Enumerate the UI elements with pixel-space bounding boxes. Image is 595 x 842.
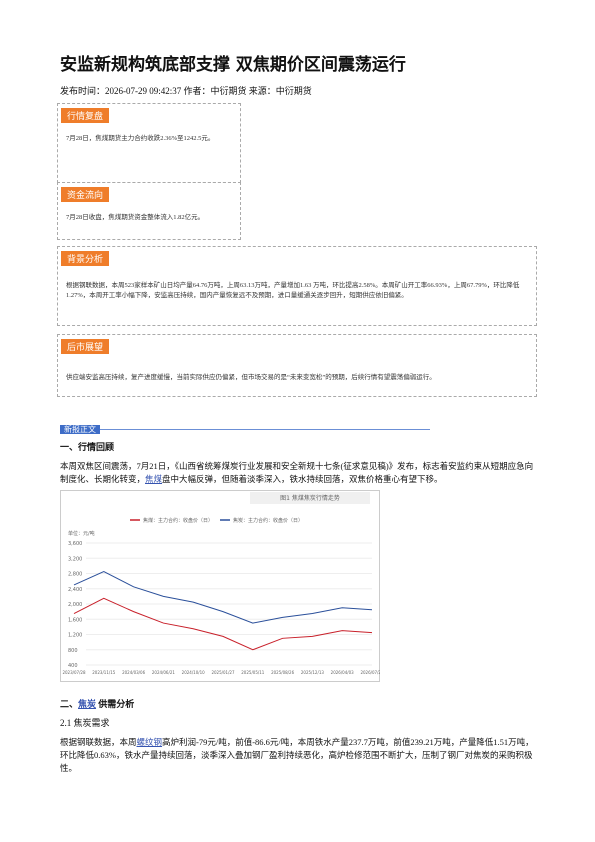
line-series (73, 571, 373, 624)
x-tick-label: 2025/08/26 (271, 670, 295, 675)
tag: 后市展望 (61, 339, 110, 354)
y-label: 单位：元/吨 (68, 530, 95, 537)
section-box: 资金流向 7月28日收盘，焦煤期货资金整体流入1.82亿元。 (57, 182, 241, 240)
paragraph: 本周双焦区间震荡，7月21日，《山西省统筹煤炭行业发展和安全新规十七条(征求意见… (60, 460, 540, 486)
y-tick-label: 3,600 (68, 541, 82, 547)
x-tick-label: 2025/01/27 (211, 670, 235, 675)
x-tick-label: 2023/11/15 (92, 670, 116, 675)
y-tick-label: 2,800 (68, 572, 82, 578)
text: 盘中大幅反弹，但随着淡季深入，铁水持续回落，双焦价格重心有望下移。 (162, 474, 443, 484)
section-text: 根据钢联数据，本周523家样本矿山日均产量64.76万吨，上周63.13万吨，产… (66, 282, 520, 299)
x-tick-label: 2024/10/10 (182, 670, 206, 675)
y-tick-label: 3,200 (68, 556, 82, 562)
text: 供需分析 (98, 699, 135, 709)
text: 根据钢联数据，本周 (60, 737, 137, 747)
y-tick-label: 2,400 (68, 587, 82, 593)
x-tick-label: 2026/04/03 (331, 670, 355, 675)
y-tick-label: 400 (68, 663, 78, 669)
y-tick-label: 800 (68, 648, 78, 654)
text: 二、 (60, 699, 79, 709)
heading: 二、焦炭 供需分析 (60, 697, 134, 710)
x-tick-label: 2025/05/11 (241, 670, 265, 675)
link[interactable]: 焦炭 (78, 699, 97, 709)
chart: 图1 焦煤焦炭行情走势 单位：元/吨 400 800 1,200 1,600 2,000… (60, 490, 380, 682)
section-box: 背景分析根据钢联数据，本周523家样本矿山日均产量64.76万吨，上周63.13… (57, 246, 537, 326)
heading: 一、行情回顾 (60, 442, 115, 452)
section-text: 供应端安监高压持续，复产进度缓慢，当前实际供应仍偏紧，但市场交易的是“未来变宽松… (66, 374, 436, 381)
chart-title: 图1 焦煤焦炭行情走势 (280, 494, 340, 502)
x-tick-label: 2026/07/27 (360, 670, 380, 675)
section-box: 行情复盘 7月28日，焦煤期货主力合约收跌2.36%至1242.5元。 (57, 103, 241, 183)
section-box: 后市展望供应端安监高压持续，复产进度缓慢，当前实际供应仍偏紧，但市场交易的是“未… (57, 334, 537, 397)
x-tick-label: 2025/12/13 (301, 670, 325, 675)
tag: 行情复盘 (61, 108, 110, 123)
subheading: 2.1 焦炭需求 (60, 718, 110, 728)
body-tag: 新报正文 (60, 425, 100, 434)
meta: 发布时间：2026-07-29 09:42:37 作者：中衍期货 来源：中衍期货 (60, 86, 312, 96)
section-text: 7月28日收盘，焦煤期货资金整体流入1.82亿元。 (66, 214, 205, 221)
y-tick-label: 2,000 (68, 602, 82, 608)
divider: 新报正文 (60, 419, 430, 434)
y-tick-label: 1,600 (68, 617, 82, 623)
y-tick-label: 1,200 (68, 633, 82, 639)
text: 高炉利润-79元/吨，前值-86.6元/吨，本周铁水产量237.7万吨，前值23… (60, 737, 534, 773)
x-tick-label: 2024/06/21 (152, 670, 176, 675)
paragraph: 根据钢联数据，本周螺纹钢高炉利润-79元/吨，前值-86.6元/吨，本周铁水产量… (60, 736, 540, 775)
section-text: 7月28日，焦煤期货主力合约收跌2.36%至1242.5元。 (66, 135, 215, 142)
legend-label: 焦煤：主力合约：收盘价（日） (143, 517, 213, 524)
text: 本周双焦区间震荡，7月21日，《山西省统筹煤炭行业发展和安全新规十七条(征求意见… (60, 461, 534, 484)
link[interactable]: 螺纹钢 (136, 737, 163, 747)
x-tick-label: 2023/07/28 (62, 670, 86, 675)
link[interactable]: 焦煤 (145, 474, 163, 484)
tag: 资金流向 (61, 187, 110, 202)
title-bg (250, 492, 370, 504)
x-tick-label: 2024/03/06 (122, 670, 146, 675)
line-series (73, 597, 373, 651)
title: 安监新规构筑底部支撑 双焦期价区间震荡运行 (60, 55, 406, 75)
tag: 背景分析 (61, 251, 110, 266)
chart-frame (60, 490, 380, 682)
legend-label: 焦炭：主力合约：收盘价（日） (233, 517, 303, 524)
